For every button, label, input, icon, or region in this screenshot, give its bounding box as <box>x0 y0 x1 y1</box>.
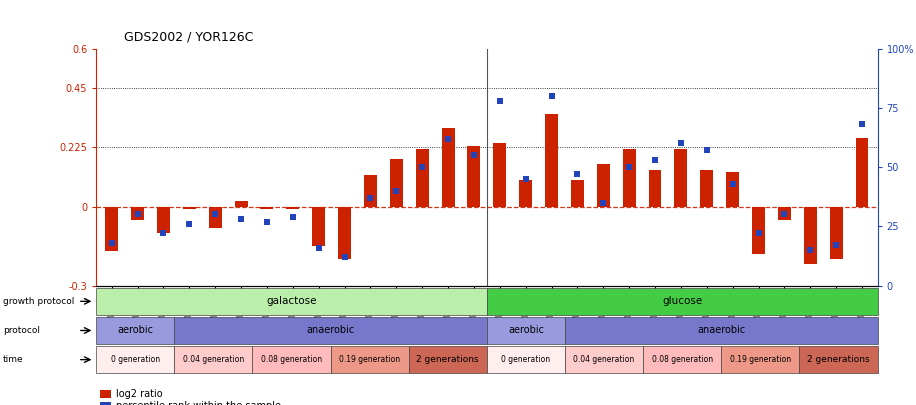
Bar <box>856 138 868 207</box>
Text: galactose: galactose <box>267 296 317 306</box>
Bar <box>830 207 843 259</box>
Bar <box>674 149 687 207</box>
Bar <box>183 207 196 209</box>
Text: 0.08 generation: 0.08 generation <box>651 355 713 364</box>
Bar <box>96 317 174 344</box>
Bar <box>487 288 878 315</box>
Text: percentile rank within the sample: percentile rank within the sample <box>116 401 281 405</box>
Bar <box>545 115 558 207</box>
Text: 0 generation: 0 generation <box>111 355 159 364</box>
Bar <box>519 180 532 207</box>
Text: time: time <box>3 355 24 364</box>
Bar <box>331 346 409 373</box>
Bar <box>234 201 247 207</box>
Bar <box>260 207 273 209</box>
Bar <box>726 173 739 207</box>
Text: aerobic: aerobic <box>117 326 153 335</box>
Bar <box>96 288 487 315</box>
Text: 0.19 generation: 0.19 generation <box>730 355 791 364</box>
Text: anaerobic: anaerobic <box>697 326 746 335</box>
Text: anaerobic: anaerobic <box>307 326 354 335</box>
Bar <box>804 207 817 264</box>
Text: aerobic: aerobic <box>507 326 544 335</box>
Bar <box>287 207 300 209</box>
Text: 0.04 generation: 0.04 generation <box>573 355 635 364</box>
Bar <box>409 346 486 373</box>
Bar <box>778 207 791 220</box>
Text: 0 generation: 0 generation <box>501 355 551 364</box>
Bar <box>209 207 222 228</box>
Bar <box>157 207 169 233</box>
Bar <box>253 346 331 373</box>
Bar <box>597 164 610 207</box>
Bar <box>467 146 480 207</box>
Bar <box>100 390 111 398</box>
Bar <box>131 207 144 220</box>
Text: GDS2002 / YOR126C: GDS2002 / YOR126C <box>124 30 253 43</box>
Bar <box>96 346 174 373</box>
Bar <box>364 175 376 207</box>
Bar <box>752 207 765 254</box>
Text: 0.08 generation: 0.08 generation <box>261 355 322 364</box>
Bar <box>571 180 583 207</box>
Bar <box>643 346 721 373</box>
Text: 0.04 generation: 0.04 generation <box>183 355 244 364</box>
Bar <box>338 207 351 259</box>
Bar <box>800 346 878 373</box>
Text: glucose: glucose <box>662 296 703 306</box>
Bar <box>721 346 800 373</box>
Text: protocol: protocol <box>3 326 39 335</box>
Bar <box>701 170 714 207</box>
Bar <box>100 402 111 405</box>
Bar <box>623 149 636 207</box>
Bar <box>565 317 878 344</box>
Bar <box>312 207 325 246</box>
Bar <box>649 170 661 207</box>
Bar <box>174 346 253 373</box>
Text: growth protocol: growth protocol <box>3 297 74 306</box>
Bar <box>390 159 403 207</box>
Bar <box>494 143 507 207</box>
Bar <box>565 346 643 373</box>
Bar <box>487 346 565 373</box>
Bar <box>487 317 565 344</box>
Bar <box>416 149 429 207</box>
Text: log2 ratio: log2 ratio <box>116 389 163 399</box>
Text: 0.19 generation: 0.19 generation <box>339 355 400 364</box>
Bar <box>442 128 454 207</box>
Bar <box>105 207 118 251</box>
Text: 2 generations: 2 generations <box>417 355 479 364</box>
Bar <box>174 317 486 344</box>
Text: 2 generations: 2 generations <box>807 355 870 364</box>
